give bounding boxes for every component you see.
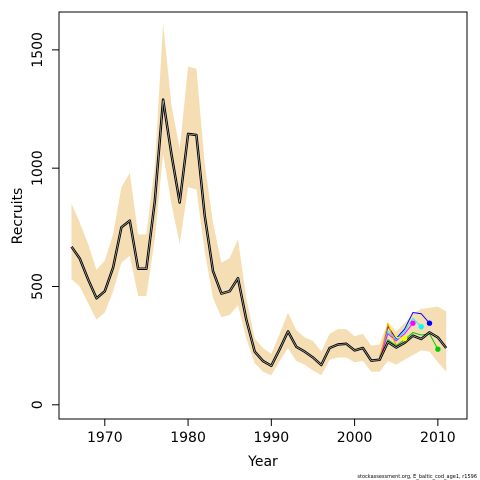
y-tick-label: 0 (30, 400, 46, 409)
x-tick-label: 2010 (420, 430, 456, 446)
footer-credit: stockassessment.org, E_baltic_cod_age1, … (357, 474, 477, 480)
confidence-band (71, 23, 447, 376)
retro-endpoint-3 (410, 320, 416, 326)
main-line-layer (70, 98, 448, 368)
x-axis: 1970 1980 1990 2000 2010 (87, 418, 456, 446)
retro-endpoints-layer (401, 320, 441, 352)
retro-endpoint-5 (435, 346, 441, 352)
y-tick-label: 1500 (30, 32, 46, 68)
x-tick-label: 1990 (254, 430, 290, 446)
retro-lines-layer (379, 311, 439, 360)
retro-endpoint-2 (418, 324, 424, 330)
main-estimate-line-inner (71, 99, 447, 367)
x-tick-label: 1970 (87, 430, 123, 446)
x-tick-label: 1980 (170, 430, 206, 446)
y-axis: 0 500 1000 1500 (30, 32, 60, 409)
retro-line-3 (379, 322, 414, 359)
retro-line-6 (379, 322, 397, 359)
y-axis-title: Recruits (10, 188, 26, 245)
retro-line-2 (379, 317, 422, 359)
x-tick-label: 2000 (337, 430, 373, 446)
retro-line-1 (379, 311, 430, 358)
x-axis-title: Year (247, 454, 278, 470)
retro-endpoint-4 (401, 335, 408, 342)
retro-endpoint-1 (426, 320, 433, 326)
y-tick-label: 500 (30, 273, 46, 300)
confidence-band-layer (71, 23, 447, 376)
y-tick-label: 1000 (30, 150, 46, 186)
